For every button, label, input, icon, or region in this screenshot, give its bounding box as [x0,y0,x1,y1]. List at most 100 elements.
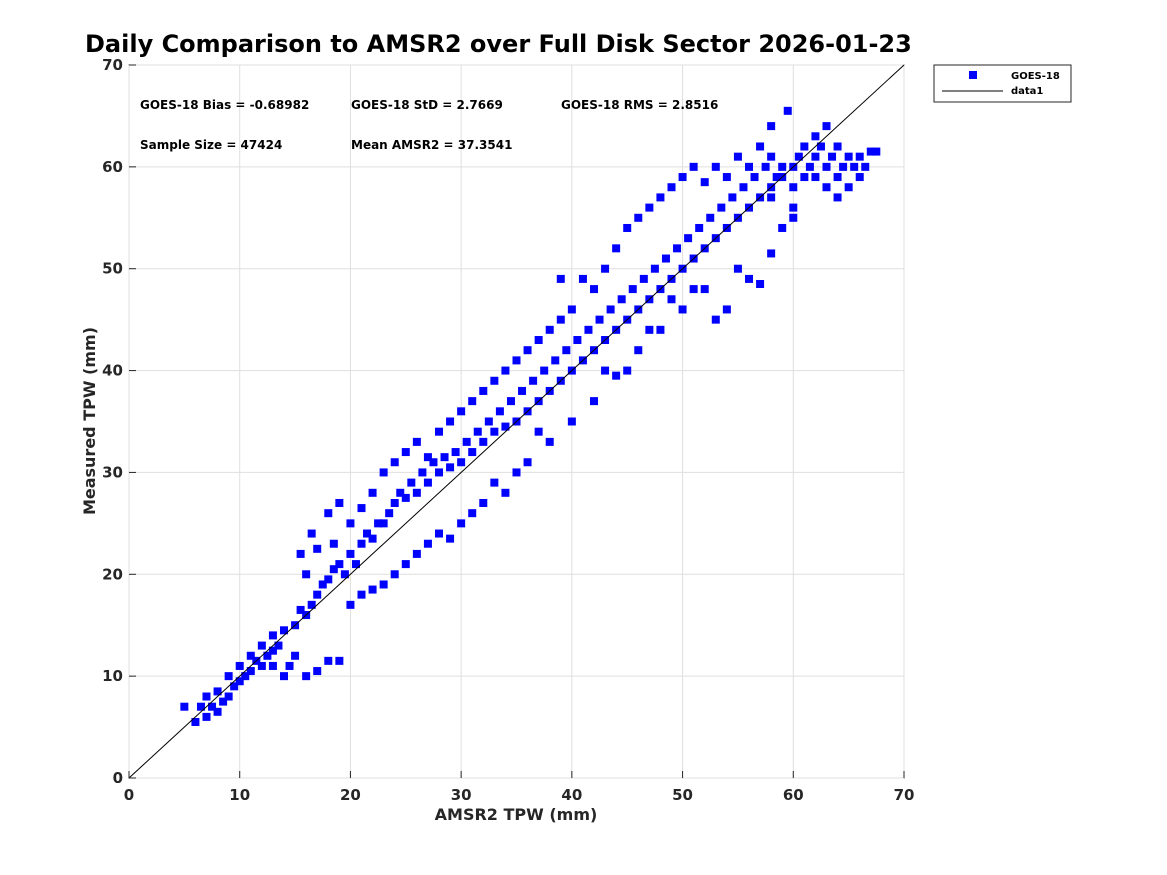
data-point [346,519,355,528]
data-point [235,661,244,670]
data-point [789,213,798,222]
data-point [335,560,344,569]
data-point [363,529,372,538]
data-point [479,386,488,395]
data-point [401,560,410,569]
data-point [412,488,421,497]
data-point [423,478,432,487]
stat-annotation: Sample Size = 47424 [140,138,282,152]
data-point [457,519,466,528]
x-axis-label: AMSR2 TPW (mm) [435,805,598,824]
y-tick-label: 70 [102,56,123,74]
data-point [623,366,632,375]
data-point [866,147,875,156]
data-point [501,366,510,375]
data-point [523,346,532,355]
data-point [634,346,643,355]
data-point [495,407,504,416]
data-point [213,687,222,696]
data-point [479,437,488,446]
data-point [257,661,266,670]
data-point [506,397,515,406]
stat-annotation: GOES-18 StD = 2.7669 [351,98,503,112]
y-tick-label: 10 [102,667,123,685]
data-point [329,565,338,574]
data-point [307,529,316,538]
data-point [833,173,842,182]
data-point [235,677,244,686]
data-point [257,641,266,650]
data-point [656,325,665,334]
data-point [451,448,460,457]
y-tick-label: 60 [102,158,123,176]
data-point [800,142,809,151]
data-point [268,631,277,640]
data-point [573,336,582,345]
data-point [534,336,543,345]
data-point [512,356,521,365]
legend-entry-label: GOES-18 [1011,71,1060,82]
data-point [224,692,233,701]
data-point [783,106,792,115]
data-point [407,478,416,487]
data-point [390,458,399,467]
data-point [872,147,881,156]
data-point [401,493,410,502]
data-point [794,152,803,161]
data-point [612,244,621,253]
data-point [335,656,344,665]
data-point [789,203,798,212]
data-point [468,448,477,457]
data-point [844,152,853,161]
data-point [623,223,632,232]
data-point [584,325,593,334]
data-point [429,458,438,467]
y-tick-label: 40 [102,362,123,380]
chart-title: Daily Comparison to AMSR2 over Full Disk… [85,30,912,58]
legend: GOES-18 data1 [933,64,1072,103]
data-point [230,682,239,691]
data-point [661,254,670,263]
data-point [628,285,637,294]
data-point [601,366,610,375]
data-point [468,397,477,406]
x-tick-label: 40 [561,786,582,804]
data-point [733,264,742,273]
data-point [435,529,443,538]
x-tick-label: 60 [783,786,804,804]
data-point [717,203,726,212]
data-point [667,295,676,304]
data-point [390,498,399,507]
data-point [756,142,765,151]
data-point [772,173,781,182]
stat-annotation: GOES-18 RMS = 2.8516 [561,98,718,112]
data-point [767,249,776,258]
data-point [656,193,665,202]
data-point [224,672,233,681]
data-point [822,162,831,171]
data-point [634,213,643,222]
data-point [302,672,311,681]
data-point [839,162,848,171]
data-point [551,356,560,365]
data-point [822,183,831,192]
data-point [390,570,399,579]
data-point [324,656,333,665]
x-tick-label: 30 [451,786,472,804]
data-point [545,325,554,334]
y-tick-label: 20 [102,565,123,583]
data-point [711,162,720,171]
data-point [280,672,288,681]
data-point [202,712,211,721]
data-point [844,183,853,192]
data-point [767,152,776,161]
data-point [412,549,421,558]
data-point [578,274,587,283]
data-point [778,223,787,232]
data-point [180,702,189,711]
data-point [855,173,864,182]
data-point [822,122,831,131]
legend-marker-square [969,71,977,79]
data-point [700,285,709,294]
data-point [291,651,300,660]
